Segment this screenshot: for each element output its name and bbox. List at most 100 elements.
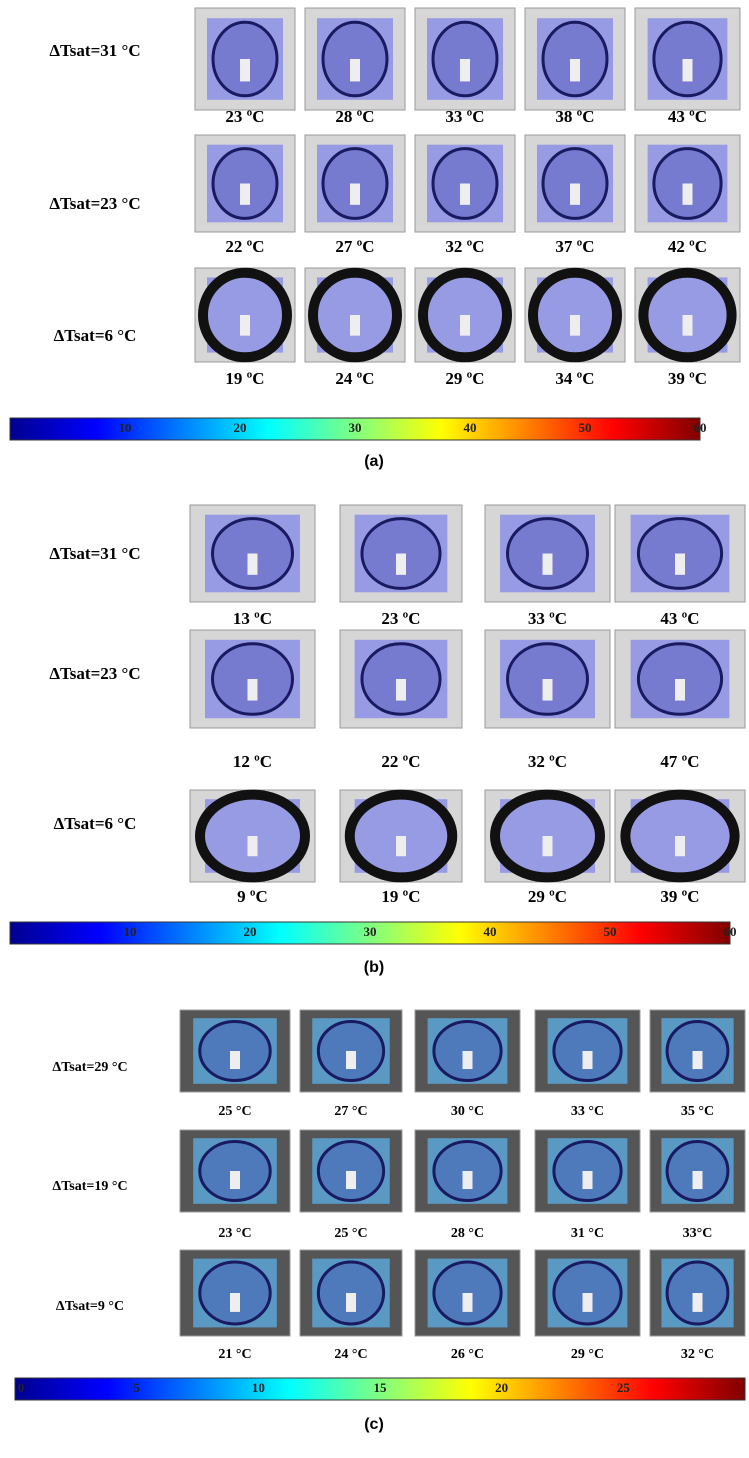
sensor — [240, 315, 250, 336]
sensor — [346, 1171, 356, 1189]
colorbar-tick-label: 60 — [724, 924, 737, 939]
panel-label: (a) — [364, 453, 384, 470]
image-caption: 25 °C — [218, 1104, 251, 1119]
image-caption: 22 ºC — [225, 237, 264, 256]
image-caption: 34 ºC — [555, 369, 594, 388]
sensor — [570, 315, 580, 336]
colorbar-tick-label: 50 — [604, 924, 617, 939]
image-caption: 21 °C — [218, 1347, 251, 1362]
sensor — [230, 1051, 240, 1069]
sensor — [583, 1051, 593, 1069]
sensor — [683, 59, 693, 81]
row-label: ΔTsat=6 °C — [54, 326, 137, 345]
colorbar-tick-label: 10 — [252, 1380, 265, 1395]
sensor — [463, 1051, 473, 1069]
panel-label: (c) — [364, 1416, 384, 1433]
colorbar-tick-label: 25 — [617, 1380, 631, 1395]
colorbar-tick-label: 5 — [133, 1380, 140, 1395]
image-caption: 30 °C — [451, 1104, 484, 1119]
image-caption: 22 ºC — [381, 752, 420, 771]
sensor — [683, 184, 693, 205]
image-caption: 33 °C — [571, 1104, 604, 1119]
sensor — [463, 1293, 473, 1312]
image-caption: 39 ºC — [668, 369, 707, 388]
sensor — [675, 554, 685, 575]
image-caption: 9 ºC — [237, 887, 268, 906]
image-caption: 26 °C — [451, 1347, 484, 1362]
sensor — [346, 1051, 356, 1069]
sensor — [693, 1051, 703, 1069]
image-caption: 13 ºC — [233, 609, 272, 628]
image-caption: 29 ºC — [528, 887, 567, 906]
sensor — [463, 1171, 473, 1189]
sensor — [346, 1293, 356, 1312]
image-caption: 32 ºC — [445, 237, 484, 256]
image-caption: 42 ºC — [668, 237, 707, 256]
colorbar-tick-label: 20 — [234, 420, 247, 435]
page: ΔTsat=31 °C23 ºC28 ºC33 ºC38 ºC43 ºCΔTsa… — [0, 0, 749, 1458]
colorbar-tick-label: 20 — [495, 1380, 508, 1395]
sensor — [675, 836, 685, 856]
image-caption: 29 ºC — [445, 369, 484, 388]
sensor — [570, 59, 580, 81]
colorbar-tick-label: 30 — [364, 924, 377, 939]
sensor — [460, 315, 470, 336]
sensor — [543, 836, 553, 856]
colorbar-tick-label: 40 — [484, 924, 497, 939]
colorbar-tick-label: 20 — [244, 924, 257, 939]
sensor — [248, 554, 258, 575]
image-caption: 43 ºC — [660, 609, 699, 628]
sensor — [230, 1171, 240, 1189]
image-caption: 47 ºC — [660, 752, 699, 771]
row-label: ΔTsat=23 °C — [49, 664, 140, 683]
image-caption: 33 ºC — [445, 107, 484, 126]
image-caption: 23 ºC — [225, 107, 264, 126]
sensor — [683, 315, 693, 336]
colorbar-tick-label: 10 — [124, 924, 137, 939]
colorbar-tick-label: 50 — [579, 420, 592, 435]
row-label: ΔTsat=19 °C — [52, 1179, 127, 1194]
colorbar-tick-label: 40 — [464, 420, 477, 435]
sensor — [460, 184, 470, 205]
colorbar-tick-label: 10 — [119, 420, 132, 435]
row-label: ΔTsat=9 °C — [56, 1299, 124, 1314]
sensor — [396, 679, 406, 701]
sensor — [230, 1293, 240, 1312]
image-caption: 28 ºC — [335, 107, 374, 126]
image-caption: 35 °C — [681, 1104, 714, 1119]
image-caption: 12 ºC — [233, 752, 272, 771]
sensor — [396, 836, 406, 856]
image-caption: 33°C — [683, 1226, 713, 1241]
sensor — [350, 315, 360, 336]
sensor — [460, 59, 470, 81]
sensor — [248, 679, 258, 701]
sensor — [350, 184, 360, 205]
sensor — [693, 1293, 703, 1312]
image-caption: 19 ºC — [225, 369, 264, 388]
colorbar-tick-label: 15 — [374, 1380, 388, 1395]
figure: ΔTsat=31 °C23 ºC28 ºC33 ºC38 ºC43 ºCΔTsa… — [0, 0, 749, 1458]
image-caption: 31 °C — [571, 1226, 604, 1241]
image-caption: 27 ºC — [335, 237, 374, 256]
row-label: ΔTsat=31 °C — [49, 544, 140, 563]
image-caption: 24 ºC — [335, 369, 374, 388]
sensor — [240, 59, 250, 81]
image-caption: 33 ºC — [528, 609, 567, 628]
image-caption: 29 °C — [571, 1347, 604, 1362]
image-caption: 37 ºC — [555, 237, 594, 256]
image-caption: 28 °C — [451, 1226, 484, 1241]
colorbar-tick-label: 60 — [694, 420, 707, 435]
row-label: ΔTsat=31 °C — [49, 41, 140, 60]
image-caption: 25 °C — [334, 1226, 367, 1241]
row-label: ΔTsat=6 °C — [54, 814, 137, 833]
sensor — [396, 554, 406, 575]
sensor — [675, 679, 685, 701]
image-caption: 23 ºC — [381, 609, 420, 628]
image-caption: 32 °C — [681, 1347, 714, 1362]
sensor — [240, 184, 250, 205]
row-label: ΔTsat=23 °C — [49, 194, 140, 213]
image-caption: 32 ºC — [528, 752, 567, 771]
image-caption: 24 °C — [334, 1347, 367, 1362]
sensor — [350, 59, 360, 81]
image-caption: 23 °C — [218, 1226, 251, 1241]
